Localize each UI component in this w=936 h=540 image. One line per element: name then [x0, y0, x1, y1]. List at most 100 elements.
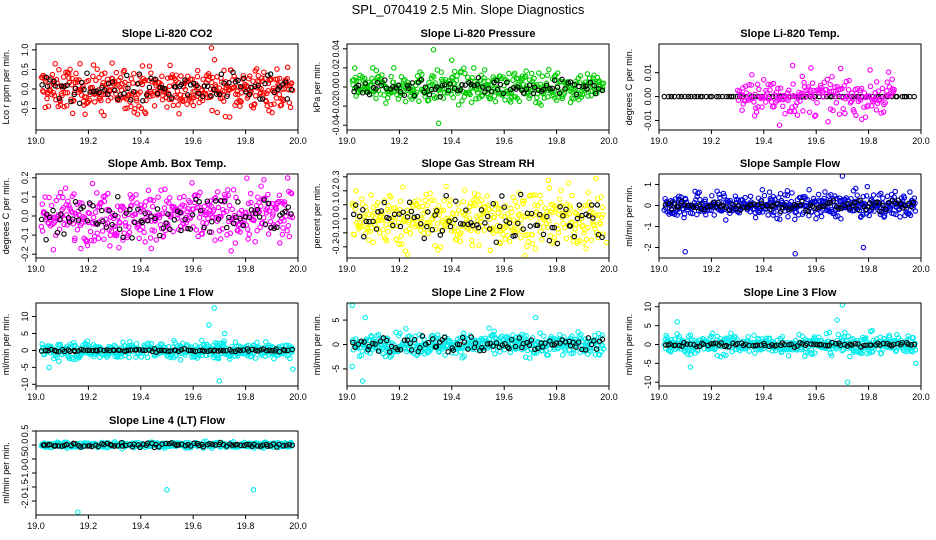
data-point	[493, 239, 500, 245]
data-point	[156, 347, 162, 354]
x-tick-label: 19.4	[132, 392, 150, 402]
data-point	[261, 69, 267, 75]
data-point	[197, 189, 203, 196]
data-point	[821, 195, 827, 202]
data-point	[247, 212, 253, 218]
data-point	[815, 191, 822, 198]
data-point	[71, 191, 77, 197]
data-point	[50, 246, 57, 253]
data-point	[96, 74, 102, 81]
data-point	[531, 84, 538, 91]
data-point	[246, 75, 252, 82]
data-point	[539, 236, 545, 243]
y-tick-label: -2	[643, 243, 653, 251]
data-point	[869, 204, 875, 211]
data-point	[134, 200, 140, 206]
data-point	[287, 104, 294, 111]
x-tick-label: 19.8	[237, 136, 255, 146]
data-point	[748, 82, 755, 88]
data-point	[527, 223, 534, 229]
y-tick-label: 0	[331, 342, 341, 347]
data-point	[471, 82, 477, 89]
data-point	[526, 342, 533, 348]
data-point	[577, 237, 583, 244]
data-point	[429, 216, 436, 223]
data-point	[489, 225, 496, 231]
data-point	[148, 340, 155, 347]
data-point	[798, 90, 805, 97]
data-point	[195, 233, 201, 240]
data-point	[362, 230, 369, 237]
chart-panel-4: Slope Amb. Box Temp.degrees C per min. -0…	[1, 158, 307, 274]
data-point	[265, 200, 272, 207]
data-point	[765, 212, 771, 218]
data-point	[162, 186, 168, 193]
data-point	[873, 107, 880, 113]
data-point	[457, 238, 464, 245]
data-point	[459, 82, 465, 88]
outlier-point	[834, 317, 840, 323]
data-point	[591, 82, 597, 89]
data-point	[760, 76, 767, 83]
data-point	[600, 80, 607, 86]
data-point	[889, 76, 895, 83]
data-point	[491, 214, 498, 221]
outlier-point	[839, 174, 846, 179]
data-point	[707, 203, 714, 209]
data-point	[380, 335, 387, 341]
data-point	[725, 336, 731, 342]
data-point	[510, 217, 516, 223]
data-point	[797, 98, 803, 104]
data-point	[863, 206, 870, 213]
data-point	[566, 211, 573, 217]
data-point	[84, 217, 91, 224]
data-point	[252, 347, 259, 354]
x-tick-label: 20.0	[289, 392, 307, 402]
data-point	[392, 214, 399, 221]
data-point	[127, 338, 133, 345]
data-point	[853, 91, 860, 97]
data-point	[72, 85, 79, 91]
data-point	[804, 196, 810, 203]
data-point	[144, 92, 150, 98]
data-point	[777, 216, 783, 222]
data-point	[540, 231, 547, 238]
data-point	[422, 84, 429, 90]
data-point	[455, 102, 462, 108]
data-point	[554, 84, 561, 91]
data-point	[72, 235, 78, 241]
x-tick-label: 19.2	[80, 136, 98, 146]
data-point	[378, 82, 385, 89]
plot-frame	[658, 43, 922, 131]
data-point	[593, 346, 600, 352]
data-point	[846, 205, 853, 211]
outlier-point	[808, 65, 814, 71]
data-point	[90, 214, 97, 221]
y-tick-label: 0.0	[20, 83, 30, 96]
data-point	[496, 205, 502, 212]
data-point	[457, 87, 464, 93]
data-point	[168, 95, 175, 101]
data-point	[836, 111, 843, 117]
data-point	[453, 77, 460, 84]
x-tick-label: 19.6	[184, 264, 202, 274]
data-point	[44, 95, 50, 102]
data-point	[167, 226, 173, 233]
data-point	[424, 202, 431, 209]
data-point	[501, 82, 507, 89]
data-point	[52, 61, 58, 67]
x-tick-label: 19.0	[27, 392, 45, 402]
data-point	[570, 350, 577, 356]
data-point	[557, 204, 563, 210]
data-point	[451, 228, 458, 234]
data-point	[86, 97, 93, 104]
data-point	[565, 180, 571, 186]
data-point	[134, 97, 140, 104]
data-point	[113, 69, 120, 76]
data-point	[103, 224, 110, 230]
data-point	[813, 205, 819, 212]
data-point	[351, 232, 357, 238]
data-point	[469, 202, 476, 209]
data-point	[487, 95, 494, 102]
x-tick-label: 19.0	[650, 136, 668, 146]
